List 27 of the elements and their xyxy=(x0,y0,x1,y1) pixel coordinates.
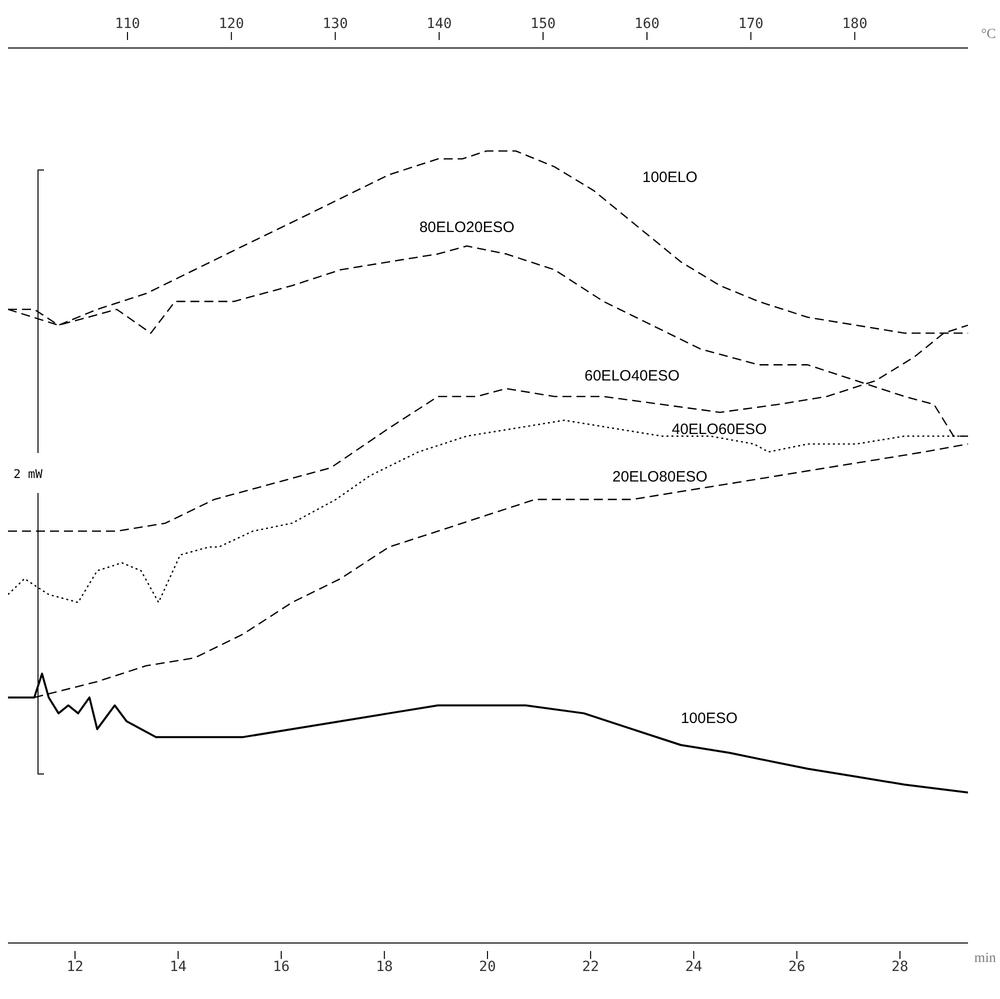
series-label: 60ELO40ESO xyxy=(584,367,680,384)
series-label: 20ELO80ESO xyxy=(612,468,708,486)
x2-tick-label: 160 xyxy=(634,16,660,32)
x2-tick-label: 130 xyxy=(322,16,348,32)
x-tick-label: 26 xyxy=(788,959,806,975)
series-label: 100ESO xyxy=(680,710,738,727)
x-tick-label: 22 xyxy=(582,959,600,975)
x-tick-label: 28 xyxy=(892,959,908,975)
x-tick-label: 20 xyxy=(479,959,496,975)
x-axis-title: min xyxy=(974,950,996,966)
series-label: 40ELO60ESO xyxy=(672,421,767,438)
series-label: 80ELO20ESO xyxy=(419,219,514,236)
x2-tick-label: 120 xyxy=(218,16,244,32)
x-tick-label: 18 xyxy=(376,959,393,975)
x2-tick-label: 110 xyxy=(114,16,140,32)
x2-tick-label: 150 xyxy=(530,16,556,32)
x-tick-label: 12 xyxy=(66,959,84,975)
x2-tick-label: 140 xyxy=(426,16,452,32)
x-tick-label: 24 xyxy=(685,959,702,975)
x2-tick-label: 170 xyxy=(738,16,764,32)
x-tick-label: 16 xyxy=(272,959,290,975)
text: 100ELO xyxy=(642,169,698,186)
x2-tick-label: 180 xyxy=(842,16,868,32)
x2-axis-title: °C xyxy=(981,26,996,42)
scale-bracket: 2 mW xyxy=(12,168,52,778)
x-tick-label: 14 xyxy=(170,959,187,975)
annotation: 2 mW xyxy=(14,467,44,481)
